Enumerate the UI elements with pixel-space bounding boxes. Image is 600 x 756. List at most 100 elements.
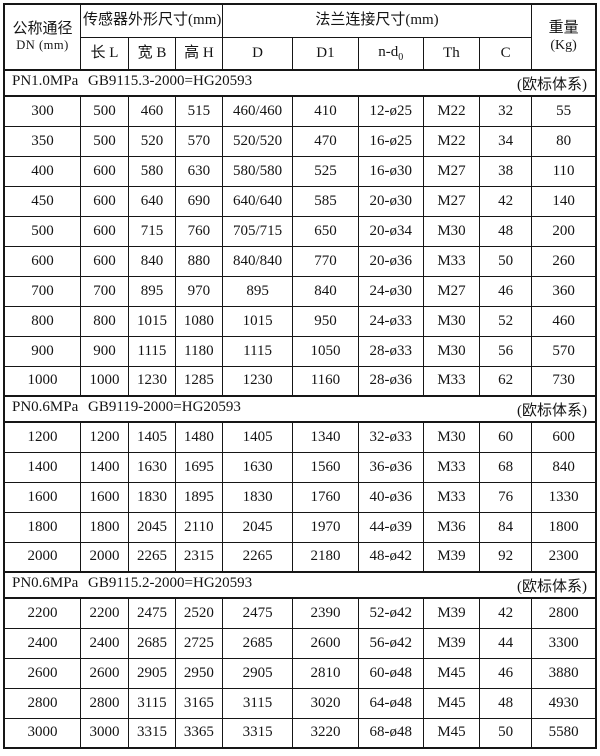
spec-value-cell: 68-ø48 [357, 717, 424, 749]
nominal-diameter-unit: DN (mm) [16, 38, 69, 53]
spec-value-cell: 580 [127, 155, 176, 187]
spec-value-cell: M30 [422, 215, 481, 247]
spec-value-cell: 2200 [3, 597, 82, 629]
spec-data-row: 800 800 1015 1080 1015 950 24-ø33 M30 52 460 [3, 305, 597, 337]
spec-data-row: 1000 1000 1230 1285 1230 1160 28-ø36 M33 62 730 [3, 365, 597, 397]
spec-value-cell: 52 [479, 305, 533, 337]
spec-value-cell: 76 [479, 481, 533, 513]
spec-value-cell: M30 [422, 421, 481, 453]
col-group-sensor-dimensions: 传感器外形尺寸(mm) [80, 3, 223, 38]
spec-value-cell: 600 [80, 245, 129, 277]
spec-data-row: 2400 2400 2685 2725 2685 2600 56-ø42 M39 44 3300 [3, 627, 597, 659]
header-row-groups: 公称通径 DN (mm) 传感器外形尺寸(mm) 法兰连接尺寸(mm) 重量 (… [3, 3, 597, 71]
spec-value-cell: 700 [80, 275, 129, 307]
spec-value-cell: 460 [531, 305, 597, 337]
section-header-cell: PN1.0MPa GB9115.3-2000=HG20593 (欧标体系) [3, 69, 597, 97]
spec-value-cell: M27 [422, 185, 481, 217]
spec-value-cell: 64-ø48 [357, 687, 424, 719]
spec-value-cell: 1800 [3, 511, 82, 543]
col-header-nominal-diameter: 公称通径 DN (mm) [3, 3, 82, 71]
spec-value-cell: 895 [221, 275, 294, 307]
spec-value-cell: 2600 [292, 627, 359, 659]
spec-value-cell: 2110 [174, 511, 223, 543]
spec-value-cell: 32-ø33 [357, 421, 424, 453]
spec-value-cell: 900 [3, 335, 82, 367]
spec-value-cell: 400 [3, 155, 82, 187]
spec-value-cell: 640/640 [221, 185, 294, 217]
spec-value-cell: 20-ø30 [357, 185, 424, 217]
spec-value-cell: 24-ø33 [357, 305, 424, 337]
spec-value-cell: 600 [80, 185, 129, 217]
spec-value-cell: 1340 [292, 421, 359, 453]
spec-value-cell: 60-ø48 [357, 657, 424, 689]
spec-value-cell: M33 [422, 481, 481, 513]
spec-data-row: 1800 1800 2045 2110 2045 1970 44-ø39 M36 84 1800 [3, 511, 597, 543]
spec-value-cell: 2905 [127, 657, 176, 689]
spec-value-cell: 200 [531, 215, 597, 247]
col-group-flange-dimensions: 法兰连接尺寸(mm) [221, 3, 533, 38]
spec-value-cell: 360 [531, 275, 597, 307]
spec-value-cell: 44 [479, 627, 533, 659]
spec-value-cell: 2180 [292, 541, 359, 573]
spec-value-cell: 770 [292, 245, 359, 277]
spec-value-cell: 2905 [221, 657, 294, 689]
spec-value-cell: 2800 [531, 597, 597, 629]
spec-value-cell: M39 [422, 597, 481, 629]
spec-value-cell: 500 [80, 95, 129, 127]
col-header-d1: D1 [292, 36, 359, 71]
n-d0-subscript: 0 [398, 51, 404, 63]
spec-value-cell: 2725 [174, 627, 223, 659]
spec-value-cell: 600 [3, 245, 82, 277]
section-pressure-rating: PN1.0MPa [12, 72, 79, 89]
spec-value-cell: 28-ø36 [357, 365, 424, 397]
spec-value-cell: 1630 [221, 451, 294, 483]
spec-value-cell: 52-ø42 [357, 597, 424, 629]
section-standard-system-note: (欧标体系) [517, 76, 587, 93]
table-header: 公称通径 DN (mm) 传感器外形尺寸(mm) 法兰连接尺寸(mm) 重量 (… [3, 3, 597, 71]
spec-value-cell: 1400 [3, 451, 82, 483]
spec-value-cell: 1115 [221, 335, 294, 367]
spec-value-cell: 1630 [127, 451, 176, 483]
spec-value-cell: 1285 [174, 365, 223, 397]
spec-data-row: 2000 2000 2265 2315 2265 2180 48-ø42 M39 92 2300 [3, 541, 597, 573]
spec-value-cell: M33 [422, 365, 481, 397]
spec-value-cell: 2520 [174, 597, 223, 629]
spec-value-cell: 1600 [3, 481, 82, 513]
spec-value-cell: 1695 [174, 451, 223, 483]
spec-value-cell: M30 [422, 335, 481, 367]
spec-value-cell: 1015 [127, 305, 176, 337]
spec-value-cell: 1015 [221, 305, 294, 337]
spec-data-row: 1600 1600 1830 1895 1830 1760 40-ø36 M33 76 1330 [3, 481, 597, 513]
spec-value-cell: M30 [422, 305, 481, 337]
spec-value-cell: 730 [531, 365, 597, 397]
spec-value-cell: 16-ø25 [357, 125, 424, 157]
spec-value-cell: M45 [422, 687, 481, 719]
spec-value-cell: 3880 [531, 657, 597, 689]
spec-value-cell: 1480 [174, 421, 223, 453]
spec-value-cell: 140 [531, 185, 597, 217]
spec-value-cell: 1830 [221, 481, 294, 513]
section-standard-code: GB9119-2000=HG20593 [88, 398, 241, 415]
spec-value-cell: 2045 [127, 511, 176, 543]
section-standard-code: GB9115.3-2000=HG20593 [88, 72, 253, 89]
spec-data-row: 700 700 895 970 895 840 24-ø30 M27 46 360 [3, 275, 597, 307]
spec-value-cell: 630 [174, 155, 223, 187]
spec-value-cell: 1895 [174, 481, 223, 513]
spec-value-cell: 350 [3, 125, 82, 157]
spec-value-cell: 1050 [292, 335, 359, 367]
col-header-d: D [221, 36, 294, 71]
dimension-spec-table: 公称通径 DN (mm) 传感器外形尺寸(mm) 法兰连接尺寸(mm) 重量 (… [3, 3, 597, 749]
spec-value-cell: 34 [479, 125, 533, 157]
spec-value-cell: 1160 [292, 365, 359, 397]
spec-value-cell: 50 [479, 717, 533, 749]
spec-data-row: 500 600 715 760 705/715 650 20-ø34 M30 48 200 [3, 215, 597, 247]
spec-value-cell: 1400 [80, 451, 129, 483]
spec-value-cell: 48 [479, 215, 533, 247]
spec-value-cell: 640 [127, 185, 176, 217]
spec-value-cell: 520/520 [221, 125, 294, 157]
spec-value-cell: 650 [292, 215, 359, 247]
spec-value-cell: 300 [3, 95, 82, 127]
spec-value-cell: 56 [479, 335, 533, 367]
spec-value-cell: 460 [127, 95, 176, 127]
spec-value-cell: M45 [422, 657, 481, 689]
